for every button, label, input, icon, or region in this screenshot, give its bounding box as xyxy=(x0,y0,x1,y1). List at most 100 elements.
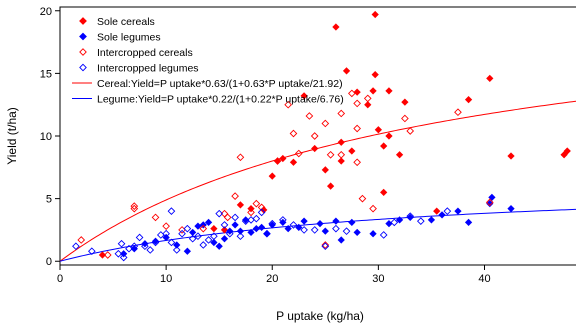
data-point xyxy=(337,138,345,146)
data-point xyxy=(563,147,571,155)
data-point xyxy=(342,67,351,75)
data-point xyxy=(167,207,176,215)
data-point xyxy=(486,74,494,83)
data-point xyxy=(300,92,308,100)
data-point xyxy=(273,157,282,165)
data-point xyxy=(374,126,382,134)
data-point xyxy=(72,242,80,251)
data-point xyxy=(178,229,186,238)
data-point xyxy=(369,87,377,95)
data-point xyxy=(151,237,160,245)
data-point xyxy=(369,230,377,238)
data-point xyxy=(279,216,287,224)
fit-curve xyxy=(59,208,576,262)
data-point xyxy=(289,129,298,138)
data-point xyxy=(226,227,234,235)
data-point xyxy=(279,218,287,227)
legend-marker xyxy=(79,63,87,72)
data-point xyxy=(353,88,361,96)
legend-label: Sole cereals xyxy=(97,16,155,28)
data-point xyxy=(321,242,330,251)
data-point xyxy=(289,158,298,166)
data-point xyxy=(390,218,399,227)
data-point xyxy=(371,10,379,19)
data-point xyxy=(454,108,462,117)
data-point xyxy=(119,253,128,262)
data-point xyxy=(220,221,229,229)
x-tick-label: 40 xyxy=(478,273,490,285)
y-axis-title: Yield (t/ha) xyxy=(5,107,19,165)
y-tick-label: 15 xyxy=(40,68,52,80)
data-point xyxy=(268,221,276,229)
data-point xyxy=(379,231,388,239)
x-tick-label: 10 xyxy=(160,273,172,285)
data-point xyxy=(173,241,181,249)
data-point xyxy=(332,217,340,225)
data-point xyxy=(204,236,213,244)
data-point xyxy=(204,218,213,227)
y-tick-label: 10 xyxy=(40,131,52,143)
data-point xyxy=(300,217,308,225)
data-point xyxy=(268,172,276,180)
y-tick-label: 20 xyxy=(40,6,52,18)
data-point xyxy=(130,204,139,213)
data-point xyxy=(363,94,372,103)
fit-curve xyxy=(59,100,576,262)
data-point xyxy=(125,244,133,253)
data-point xyxy=(385,220,393,228)
data-point xyxy=(310,226,319,234)
legend-marker xyxy=(79,17,87,25)
data-point xyxy=(172,246,181,254)
data-point xyxy=(98,251,107,259)
data-point xyxy=(353,158,361,167)
data-point xyxy=(242,216,250,224)
data-point xyxy=(321,119,330,128)
data-point xyxy=(311,144,319,153)
data-point xyxy=(369,204,377,213)
data-point xyxy=(151,213,160,222)
data-point xyxy=(284,225,292,233)
data-point xyxy=(130,242,139,251)
data-point xyxy=(464,218,473,227)
data-point xyxy=(220,235,229,243)
data-point xyxy=(348,218,356,227)
data-point xyxy=(141,242,149,251)
data-point xyxy=(162,222,170,231)
y-tick-label: 5 xyxy=(46,194,52,206)
data-point xyxy=(401,98,409,106)
data-point xyxy=(353,124,361,133)
data-point xyxy=(117,239,126,248)
data-point xyxy=(416,217,425,226)
x-tick-label: 30 xyxy=(372,273,384,285)
axis-ticks: 0 10 20 30 40 0 5 10 15 20 xyxy=(40,6,491,285)
data-point xyxy=(252,199,261,208)
legend-label: Sole legumes xyxy=(97,32,161,44)
data-point xyxy=(300,226,308,234)
x-tick-label: 20 xyxy=(266,273,278,285)
data-point xyxy=(130,202,139,210)
data-point xyxy=(316,220,324,228)
data-point xyxy=(406,212,415,220)
data-point xyxy=(146,246,155,254)
data-point xyxy=(348,89,356,98)
data-point xyxy=(443,207,452,215)
data-point xyxy=(348,147,356,155)
data-point xyxy=(326,182,335,190)
data-point xyxy=(358,194,367,203)
legend-label: Cereal:Yield=P uptake*0.63/(1+0.63*P upt… xyxy=(97,78,343,90)
data-point xyxy=(488,193,496,201)
data-point xyxy=(395,216,404,224)
data-point xyxy=(353,99,361,108)
data-point xyxy=(485,198,494,207)
data-point xyxy=(464,96,473,104)
data-point xyxy=(167,238,176,247)
legend-label: Intercropped legumes xyxy=(97,63,199,75)
data-point xyxy=(364,101,372,109)
data-point xyxy=(162,229,170,238)
data-point xyxy=(194,232,202,241)
data-point xyxy=(385,87,393,95)
data-point xyxy=(294,149,303,158)
data-point xyxy=(433,207,441,215)
data-point xyxy=(284,100,292,109)
data-point xyxy=(337,150,346,159)
